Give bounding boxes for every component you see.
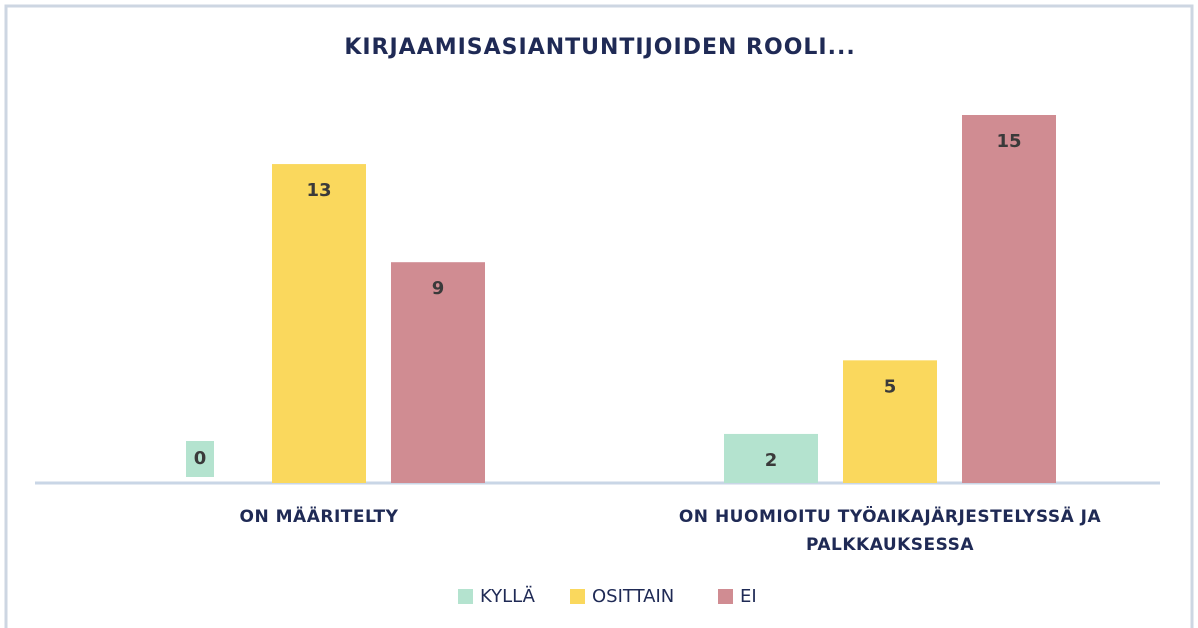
bar [962,115,1056,483]
data-label: 9 [432,278,445,299]
data-label: 5 [884,376,897,397]
data-label: 15 [996,131,1021,152]
bar [391,262,485,483]
x-tick-label: ON HUOMIOITU TYÖAIKAJÄRJESTELYSSÄ JA PAL… [678,507,1102,555]
legend-swatch [718,589,733,604]
data-label: 2 [765,450,778,471]
data-label: 13 [306,180,331,201]
legend-swatch [570,589,585,604]
bar [843,360,937,483]
legend-label: EI [740,586,757,607]
frame [4,4,1194,628]
chart-title: KIRJAAMISASIANTUNTIJOIDEN ROOLI... [344,35,855,60]
legend-label: KYLLÄ [480,586,536,607]
label-bg [186,441,214,477]
data-label: 0 [194,448,207,469]
legend-swatch [458,589,473,604]
bar [724,433,818,483]
x-tick-label: ON MÄÄRITELTY [239,507,399,527]
legend-label: OSITTAIN [592,586,674,607]
bar [272,164,366,484]
